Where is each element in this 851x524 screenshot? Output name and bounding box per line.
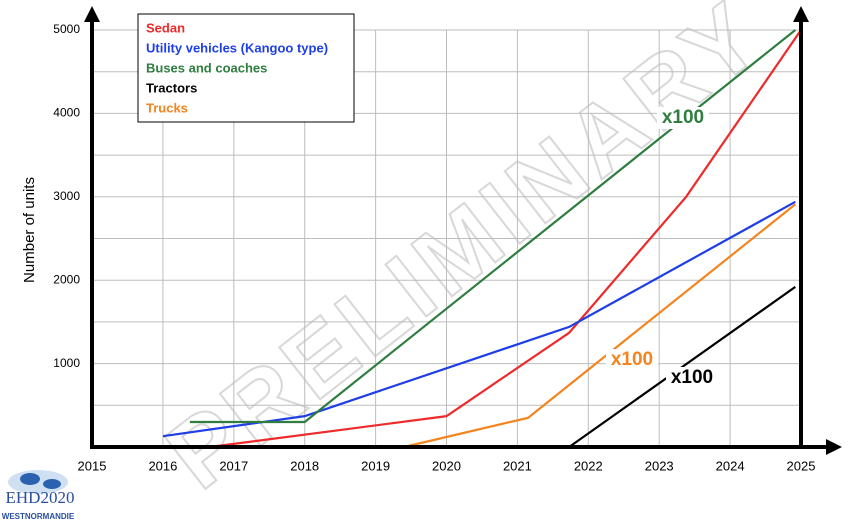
y-axis-label: Number of units bbox=[21, 177, 38, 283]
y-tick-label: 5000 bbox=[53, 22, 80, 36]
x-tick-label: 2023 bbox=[645, 458, 674, 473]
x-tick-label: 2015 bbox=[78, 458, 107, 473]
annotation: x100 bbox=[662, 107, 704, 128]
x-tick-label: 2017 bbox=[219, 458, 248, 473]
series-line bbox=[209, 29, 802, 449]
x-tick-label: 2018 bbox=[290, 458, 319, 473]
x-axis-arrow bbox=[826, 439, 842, 455]
annotation: x100 bbox=[611, 349, 653, 370]
y-axis-arrow bbox=[84, 6, 100, 22]
legend-entry: Buses and coaches bbox=[146, 60, 267, 75]
axes bbox=[84, 6, 842, 455]
annotation: x100 bbox=[671, 367, 713, 388]
y-tick-label: 2000 bbox=[53, 272, 80, 286]
series-line bbox=[568, 285, 796, 448]
legend-box bbox=[137, 13, 355, 123]
logo: EHD2020 WESTNORMANDIE bbox=[2, 470, 75, 521]
x-tick-label: 2024 bbox=[716, 458, 745, 473]
annotation-bg bbox=[606, 349, 658, 371]
x-tick-label: 2016 bbox=[148, 458, 177, 473]
logo-subtitle: WESTNORMANDIE bbox=[2, 512, 75, 521]
x-tick-label: 2020 bbox=[432, 458, 461, 473]
series-line bbox=[189, 29, 797, 424]
legend-entry: Utility vehicles (Kangoo type) bbox=[146, 40, 328, 55]
x-tick-label: 2021 bbox=[503, 458, 532, 473]
series-line bbox=[162, 200, 796, 438]
x-tick-label: 2019 bbox=[361, 458, 390, 473]
x-tick-label: 2022 bbox=[574, 458, 603, 473]
end-axis-arrow bbox=[793, 6, 809, 22]
legend-entry: Tractors bbox=[146, 80, 197, 95]
y-tick-label: 1000 bbox=[53, 356, 80, 370]
legend-entry: Sedan bbox=[146, 20, 185, 35]
logo-land bbox=[43, 479, 61, 489]
x-tick-label: 2025 bbox=[787, 458, 816, 473]
y-tick-label: 3000 bbox=[53, 189, 80, 203]
y-tick-label: 4000 bbox=[53, 106, 80, 120]
series-line bbox=[403, 203, 797, 449]
logo-title: EHD2020 bbox=[6, 488, 75, 507]
logo-land bbox=[20, 473, 40, 485]
legend: Sedan Utility vehicles (Kangoo type) Buses… bbox=[137, 13, 355, 123]
annotation-bg bbox=[657, 107, 709, 129]
annotation-bg bbox=[666, 367, 718, 389]
legend-entry: Trucks bbox=[146, 100, 188, 115]
